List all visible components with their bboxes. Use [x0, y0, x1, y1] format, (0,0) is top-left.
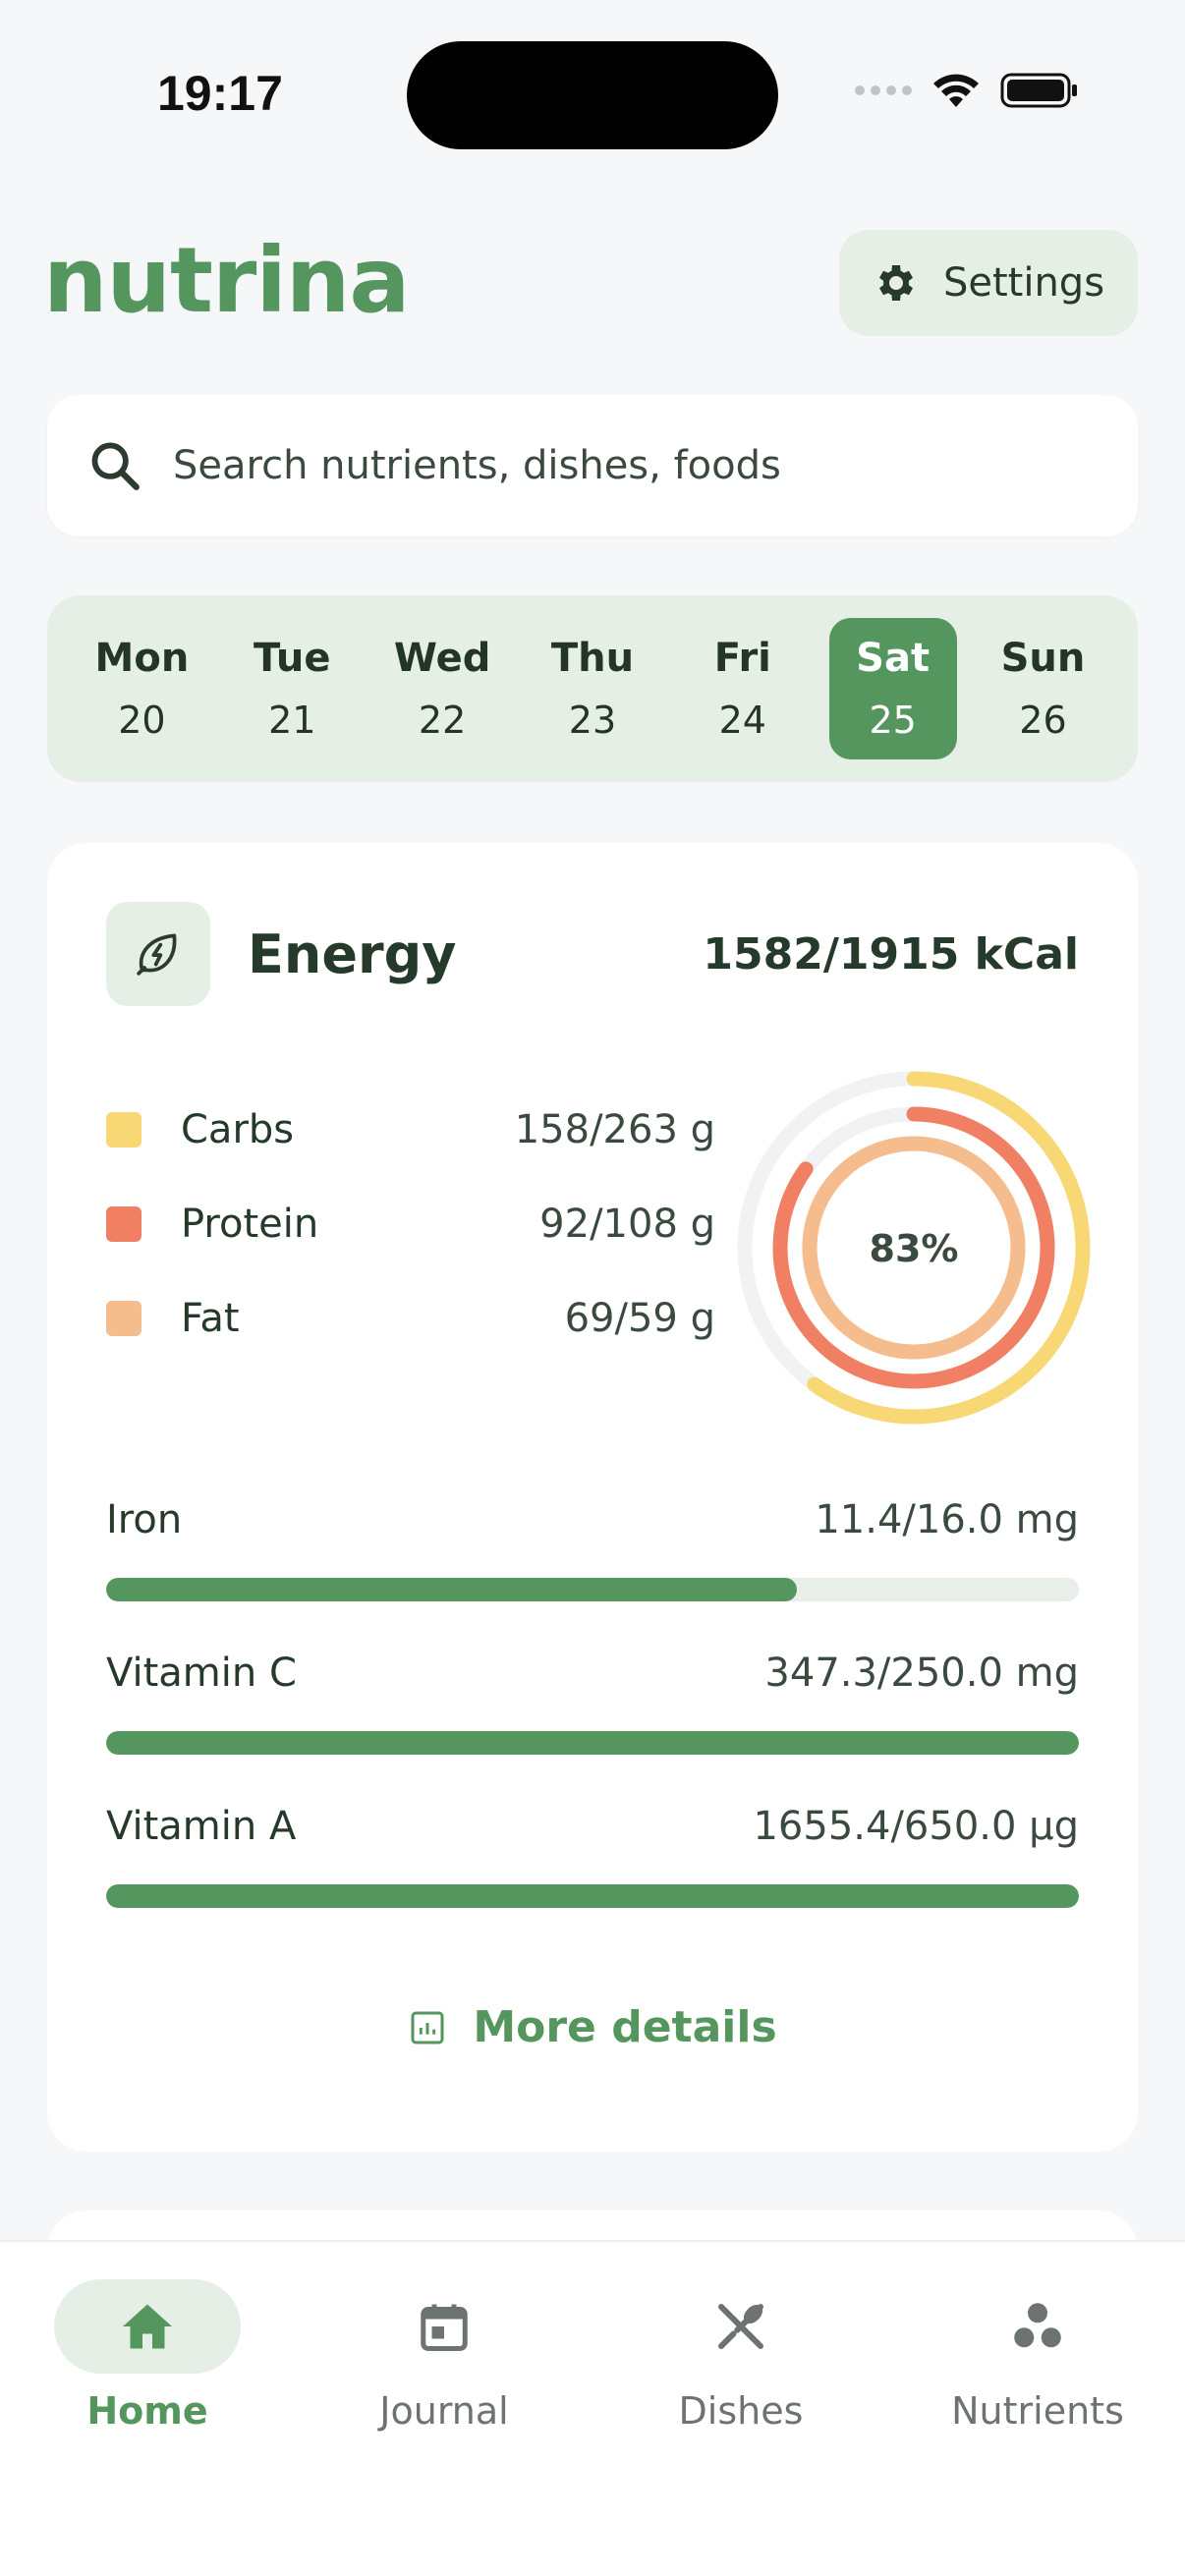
- macro-label: Carbs: [181, 1107, 295, 1152]
- nav-label: Home: [86, 2389, 208, 2433]
- day-sun[interactable]: Sun 26: [979, 618, 1106, 759]
- day-name: Thu: [550, 636, 635, 681]
- macro-ring-chart: 83%: [737, 1071, 1091, 1425]
- day-number: 24: [718, 699, 766, 742]
- status-time: 19:17: [157, 66, 283, 121]
- day-sat-selected[interactable]: Sat 25: [828, 618, 957, 759]
- day-number: 21: [268, 699, 316, 742]
- nutrient-value: 11.4/16.0 mg: [815, 1497, 1079, 1542]
- search-bar[interactable]: [47, 395, 1138, 536]
- cellular-signal-icon: [855, 85, 912, 95]
- fork-knife-icon: [718, 2304, 763, 2349]
- week-selector: Mon 20 Tue 21 Wed 22 Thu 23 Fri 24 Sat 25 Sun 2…: [47, 595, 1138, 782]
- macro-row-protein: Protein 92/108 g: [106, 1195, 715, 1254]
- nutrient-progress-bar: [106, 1884, 1079, 1908]
- day-number: 22: [418, 699, 467, 742]
- ring-arc-carbs: [737, 1071, 1091, 1425]
- nav-pill: [648, 2279, 834, 2374]
- energy-title: Energy: [248, 924, 457, 985]
- settings-button[interactable]: Settings: [839, 230, 1138, 336]
- day-name: Tue: [254, 636, 331, 681]
- macro-value: 158/263 g: [514, 1107, 715, 1152]
- nutrient-vitamin-a: Vitamin A 1655.4/650.0 µg: [106, 1804, 1079, 1908]
- ring-arc-protein: [772, 1106, 1055, 1389]
- progress-fill: [106, 1884, 1079, 1908]
- day-name: Wed: [393, 636, 491, 681]
- macro-label: Fat: [181, 1296, 240, 1341]
- day-thu[interactable]: Thu 23: [529, 618, 656, 759]
- nutrient-iron: Iron 11.4/16.0 mg: [106, 1497, 1079, 1601]
- ring-percent-label: 83%: [870, 1227, 959, 1270]
- gear-icon: [878, 265, 913, 301]
- nav-label: Journal: [379, 2389, 509, 2433]
- day-name: Mon: [94, 636, 190, 681]
- day-mon[interactable]: Mon 20: [78, 618, 205, 759]
- nutrient-value: 1655.4/650.0 µg: [753, 1804, 1079, 1849]
- ring-arc-fat: [802, 1136, 1026, 1360]
- nutrient-label: Iron: [106, 1497, 183, 1542]
- nav-home[interactable]: Home: [20, 2279, 275, 2433]
- search-icon: [91, 442, 140, 490]
- day-number: 23: [568, 699, 617, 742]
- calendar-icon: [421, 2304, 468, 2351]
- day-wed[interactable]: Wed 22: [378, 618, 506, 759]
- macro-value: 69/59 g: [564, 1296, 715, 1341]
- macro-label: Protein: [181, 1202, 319, 1247]
- nav-label: Dishes: [678, 2389, 804, 2433]
- day-tue[interactable]: Tue 21: [228, 618, 356, 759]
- nav-journal[interactable]: Journal: [316, 2279, 572, 2433]
- dynamic-island: [407, 41, 778, 149]
- nutrient-label: Vitamin C: [106, 1651, 297, 1696]
- nutrients-icon: [1014, 2303, 1061, 2348]
- bottom-navigation: Home Journal Dishes: [0, 2240, 1185, 2576]
- battery-icon: [1000, 73, 1077, 108]
- day-number: 20: [118, 699, 166, 742]
- day-number: 26: [1019, 699, 1067, 742]
- wifi-icon: [933, 74, 979, 107]
- search-input[interactable]: [173, 443, 1057, 488]
- energy-card: Energy 1582/1915 kCal Carbs 158/263 g Pr…: [47, 843, 1138, 2152]
- fat-swatch: [106, 1301, 141, 1336]
- progress-fill: [106, 1578, 797, 1601]
- day-name: Sat: [856, 636, 931, 681]
- day-number: 25: [869, 699, 917, 742]
- chart-icon: [411, 2011, 444, 2044]
- nav-nutrients[interactable]: Nutrients: [910, 2279, 1165, 2433]
- nutrient-label: Vitamin A: [106, 1804, 297, 1849]
- more-details-button[interactable]: More details: [47, 2002, 1138, 2052]
- nav-pill: [351, 2279, 537, 2374]
- nutrient-vitamin-c: Vitamin C 347.3/250.0 mg: [106, 1651, 1079, 1755]
- nutrient-value: 347.3/250.0 mg: [764, 1651, 1079, 1696]
- settings-label: Settings: [942, 260, 1105, 306]
- energy-value: 1582/1915 kCal: [703, 929, 1079, 980]
- nutrient-progress-bar: [106, 1578, 1079, 1601]
- day-fri[interactable]: Fri 24: [679, 618, 807, 759]
- app-logo: nutrina: [43, 228, 410, 333]
- macro-row-fat: Fat 69/59 g: [106, 1289, 715, 1348]
- day-name: Fri: [713, 636, 771, 681]
- nav-pill: [944, 2279, 1131, 2374]
- nav-pill: [54, 2279, 241, 2374]
- day-name: Sun: [1000, 636, 1086, 681]
- home-icon: [123, 2304, 172, 2349]
- macro-row-carbs: Carbs 158/263 g: [106, 1100, 715, 1159]
- protein-swatch: [106, 1206, 141, 1242]
- carbs-swatch: [106, 1112, 141, 1148]
- nav-dishes[interactable]: Dishes: [613, 2279, 869, 2433]
- progress-fill: [106, 1731, 1079, 1755]
- energy-leaf-icon: [106, 902, 210, 1006]
- macro-value: 92/108 g: [539, 1202, 715, 1247]
- more-details-label: More details: [473, 2002, 777, 2052]
- nav-label: Nutrients: [951, 2389, 1124, 2433]
- nutrient-progress-bar: [106, 1731, 1079, 1755]
- status-icons: [855, 71, 1079, 110]
